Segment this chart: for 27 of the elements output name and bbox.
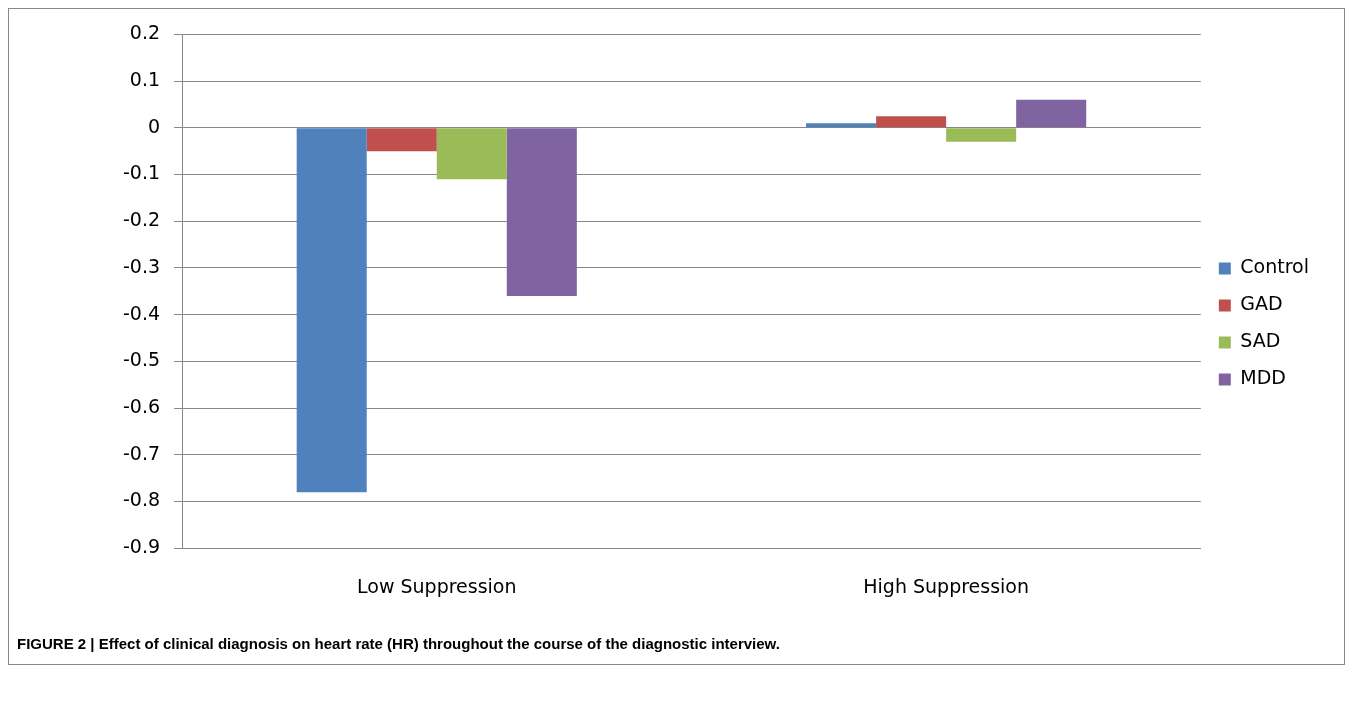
- y-tick-label: 0: [147, 114, 161, 137]
- bar: [506, 128, 577, 296]
- legend-label: GAD: [1240, 292, 1283, 315]
- legend-label: SAD: [1240, 329, 1281, 352]
- y-tick-label: -0.3: [122, 254, 161, 277]
- legend-label: Control: [1240, 255, 1310, 278]
- bar: [806, 123, 877, 128]
- y-tick-label: -0.2: [122, 208, 161, 231]
- bar: [876, 116, 947, 128]
- y-tick-label: 0.1: [129, 68, 161, 91]
- x-tick-label: High Suppression: [863, 574, 1030, 597]
- y-tick-label: -0.1: [122, 161, 161, 184]
- x-tick-label: Low Suppression: [357, 574, 517, 597]
- bar: [296, 128, 367, 493]
- y-tick-label: -0.7: [122, 441, 161, 464]
- y-tick-label: -0.5: [122, 348, 161, 371]
- y-tick-label: -0.9: [122, 535, 161, 558]
- y-tick-label: -0.8: [122, 488, 161, 511]
- bar: [366, 128, 437, 152]
- bar: [436, 128, 507, 180]
- legend-label: MDD: [1240, 366, 1286, 389]
- caption: FIGURE 2 | Effect of clinical diagnosis on heart rate (HR) throughout the course of the diagnostic interview.: [16, 634, 781, 654]
- y-tick-label: 0.2: [129, 21, 161, 44]
- bar: [1016, 99, 1087, 128]
- y-tick-label: -0.4: [122, 301, 161, 324]
- y-tick-label: -0.6: [122, 395, 161, 418]
- bar: [946, 128, 1017, 142]
